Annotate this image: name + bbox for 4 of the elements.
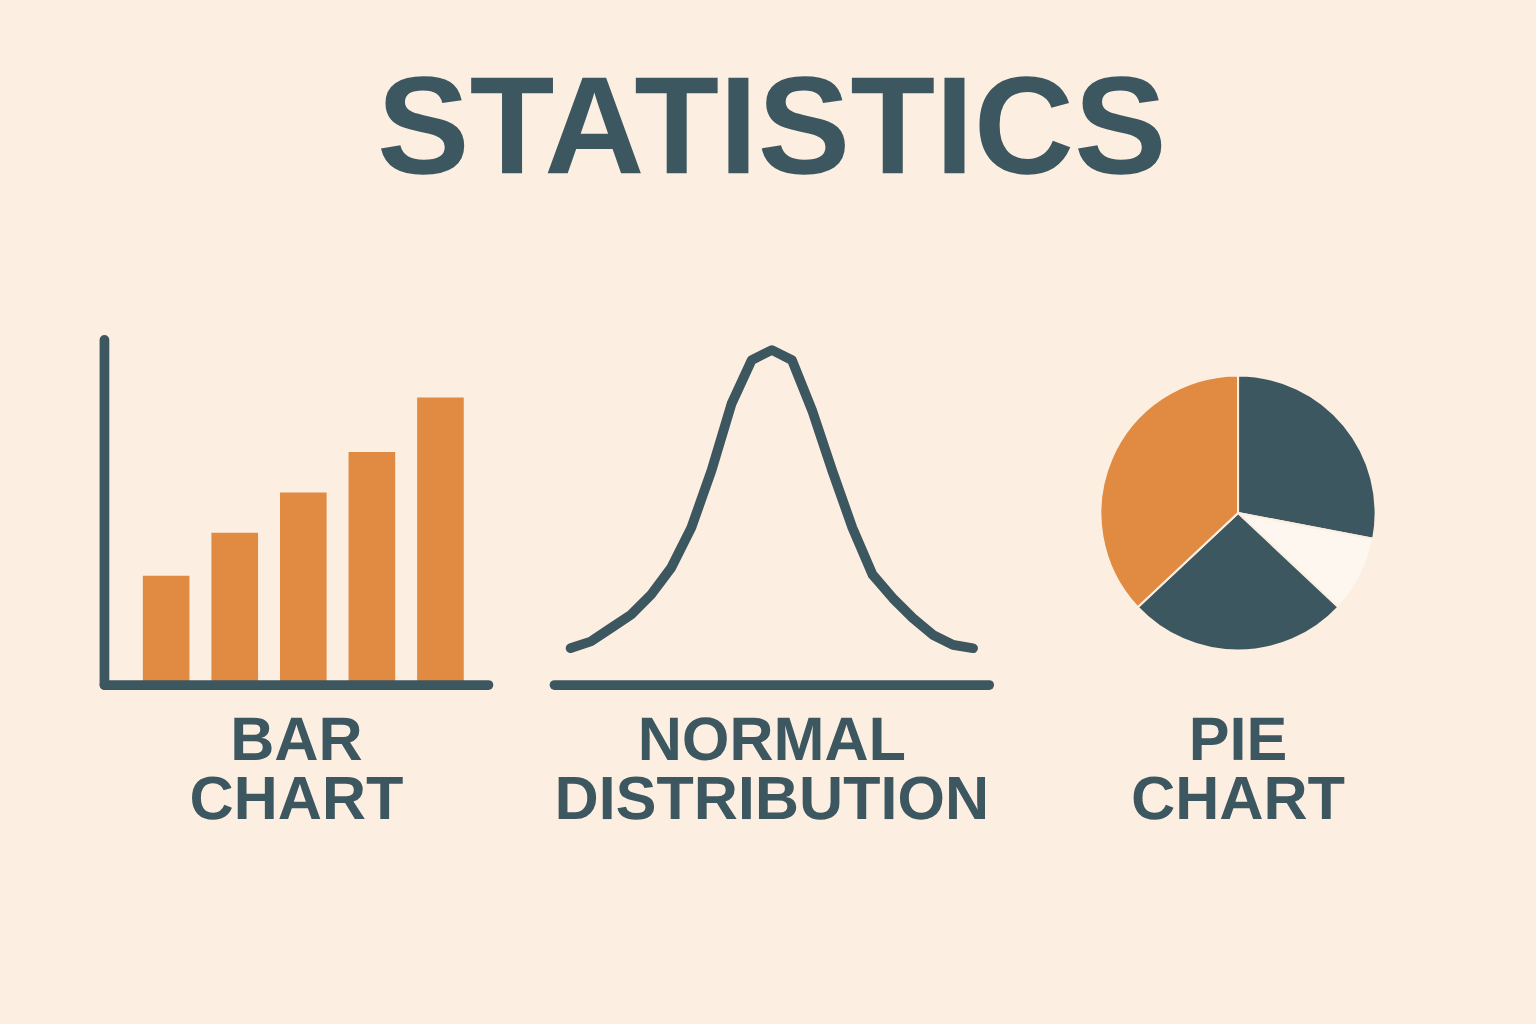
text: PIE CHART bbox=[1133, 717, 1345, 820]
x-axis-title: NORMAL DISTRIBUTION bbox=[558, 717, 985, 820]
x-axis-title: BAR CHART bbox=[192, 717, 403, 820]
chart-title: STATISTICS bbox=[380, 76, 1162, 175]
